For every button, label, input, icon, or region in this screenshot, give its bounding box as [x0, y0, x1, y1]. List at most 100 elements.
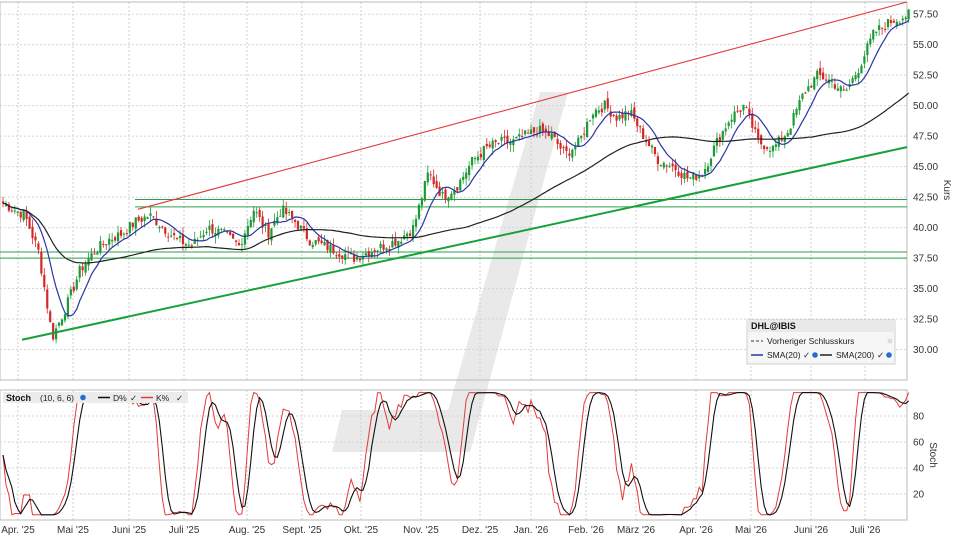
candle-body [650, 145, 654, 148]
candle-body [851, 78, 854, 83]
candle-body [565, 146, 568, 152]
price-tick-label: 52.50 [913, 71, 938, 82]
check-icon[interactable]: ✓ [130, 393, 137, 403]
candle-body [668, 166, 671, 168]
candle-body [532, 127, 536, 133]
candle-body [34, 236, 37, 241]
candle-body [249, 220, 252, 228]
candle-body [199, 236, 202, 238]
candle-body [547, 131, 550, 137]
candle-body [677, 171, 680, 176]
month-tick-label: Okt. '25 [344, 525, 379, 536]
stoch-params: (10, 6, 6) [40, 393, 74, 403]
horizontal-levels [0, 199, 907, 259]
check-icon[interactable]: ✓ [176, 393, 183, 403]
candle-body [406, 233, 409, 237]
candle-body [152, 216, 155, 218]
candle-body [789, 128, 792, 135]
candle-body [196, 239, 199, 241]
candle-body [217, 228, 220, 236]
candle-body [771, 145, 775, 152]
candle-body [801, 93, 804, 100]
candle-body [588, 120, 592, 122]
candle-body [671, 163, 674, 167]
stoch-legend: Stoch (10, 6, 6) D% ✓ K% ✓ [3, 392, 188, 403]
month-tick-label: Dez. '25 [462, 525, 499, 536]
candle-body [338, 254, 341, 257]
settings-icon[interactable] [812, 352, 818, 358]
price-axis-label: Kurs [941, 180, 952, 201]
stoch-frame [0, 389, 908, 521]
candle-body [125, 233, 128, 235]
candle-body [258, 209, 261, 217]
month-tick-label: Juli '26 [850, 525, 881, 536]
candle-body [388, 248, 391, 250]
candle-body [842, 89, 845, 91]
grid [0, 1, 908, 521]
candle-body [308, 240, 311, 246]
price-tick-label: 47.50 [913, 132, 938, 143]
price-tick-label: 45.00 [913, 162, 938, 173]
candle-body [559, 142, 562, 149]
trendlines [21, 1, 908, 341]
candle-body [102, 243, 105, 245]
candle-body [31, 226, 34, 239]
candle-body [763, 145, 766, 150]
month-tick-label: Sept. '25 [282, 525, 322, 536]
candle-body [824, 79, 828, 81]
candle-body [155, 218, 158, 226]
watermark-shape [332, 92, 568, 452]
candle-body [881, 27, 884, 29]
sma20-line [2, 20, 910, 317]
candle-body [19, 211, 22, 218]
candle-body [149, 213, 152, 216]
candle-body [618, 114, 621, 120]
settings-icon[interactable] [887, 338, 893, 344]
candle-body [798, 100, 801, 111]
candle-body [214, 233, 217, 237]
settings-icon[interactable] [80, 394, 86, 401]
candle-body [202, 234, 205, 238]
candle-body [807, 86, 810, 92]
candle-body [515, 136, 518, 139]
candle-body [863, 56, 866, 64]
candle-body [293, 219, 297, 222]
candle-body [633, 107, 636, 119]
legend-sma200: SMA(200) [836, 350, 874, 360]
month-tick-label: Nov. '25 [403, 525, 439, 536]
candle-body [205, 231, 208, 233]
month-tick-label: Juni '26 [794, 525, 829, 536]
candle-body [341, 255, 344, 259]
lower-support-trendline [21, 146, 908, 341]
candle-body [43, 274, 46, 288]
price-tick-label: 40.00 [913, 223, 938, 234]
candle-body [777, 136, 780, 147]
candle-body [296, 220, 300, 230]
candle-body [621, 113, 624, 119]
candle-body [869, 38, 872, 45]
candle-body [414, 218, 418, 227]
stoch-tick-label: 20 [913, 490, 925, 501]
candle-body [299, 225, 303, 229]
candle-body [55, 328, 58, 340]
candle-body [875, 31, 878, 33]
candle-body [630, 110, 633, 116]
check-icon[interactable]: ✓ [803, 350, 810, 360]
candle-body [364, 253, 367, 256]
candle-body [93, 253, 96, 255]
settings-icon[interactable] [886, 352, 892, 358]
candle-body [500, 137, 503, 141]
candle-body [267, 223, 270, 238]
check-icon[interactable]: ✓ [877, 350, 884, 360]
candle-body [13, 210, 16, 212]
candle-body [760, 135, 763, 145]
candle-body [220, 228, 223, 230]
candle-body [898, 22, 901, 24]
candle-body [146, 217, 149, 219]
candle-body [376, 250, 379, 253]
legend-title: DHL@IBIS [751, 321, 796, 331]
candle-body [497, 142, 500, 144]
candle-body [568, 153, 571, 156]
candle-body [872, 29, 875, 40]
candle-body [382, 244, 385, 250]
